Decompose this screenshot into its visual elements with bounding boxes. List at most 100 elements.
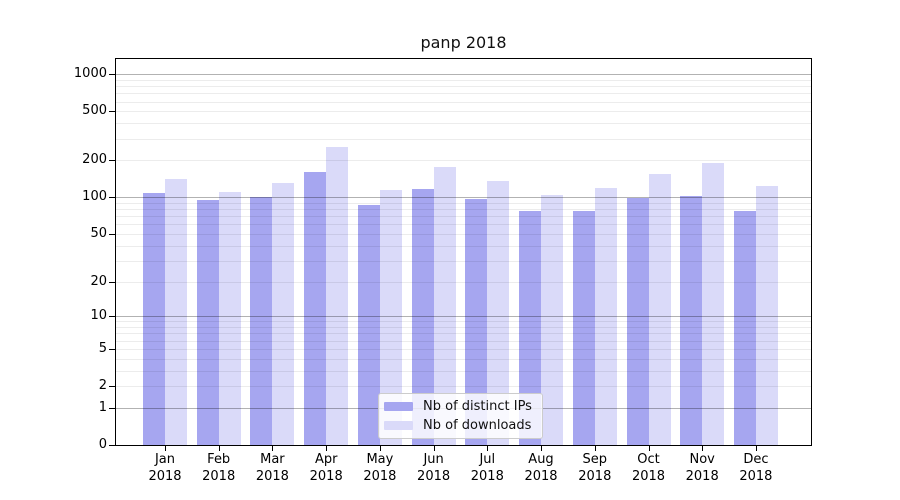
gridline-7 (116, 333, 811, 335)
x-tick-mark-may (379, 446, 381, 451)
legend-label-distinct-ips: Nb of distinct IPs (423, 398, 532, 414)
x-tick-label-nov: Nov 2018 (685, 452, 719, 484)
gridline-100 (116, 197, 811, 199)
bar-sep-downloads (594, 188, 617, 445)
x-tick-label-jun: Jun 2018 (417, 452, 451, 484)
x-tick-label-apr: Apr 2018 (309, 452, 343, 484)
gridline-80 (116, 209, 811, 211)
y-tick-mark-200 (109, 160, 115, 162)
bar-apr-distinct-ips (304, 172, 327, 445)
gridline-1000 (116, 74, 811, 76)
bar-aug-distinct-ips (519, 210, 541, 445)
plot-area: Nb of distinct IPs Nb of downloads (115, 58, 812, 446)
legend-item-distinct-ips: Nb of distinct IPs (384, 398, 534, 415)
bar-may-downloads (379, 190, 402, 445)
bar-jan-downloads (165, 179, 187, 445)
x-tick-label-aug: Aug 2018 (524, 452, 558, 484)
bar-jul-downloads (487, 180, 510, 445)
gridline-600 (116, 101, 811, 103)
x-tick-mark-apr (326, 446, 328, 451)
bar-may-distinct-ips (357, 204, 380, 445)
x-tick-label-mar: Mar 2018 (255, 452, 289, 484)
legend-label-downloads: Nb of downloads (423, 418, 532, 434)
x-tick-mark-dec (755, 446, 757, 451)
bar-mar-distinct-ips (250, 196, 273, 445)
x-tick-label-feb: Feb 2018 (202, 452, 236, 484)
y-tick-label-1: 1 (98, 399, 107, 415)
x-tick-mark-jan (165, 446, 166, 451)
x-tick-mark-oct (648, 446, 650, 451)
legend-swatch-downloads (384, 421, 413, 431)
gridline-800 (116, 86, 811, 88)
chart-title: panp 2018 (420, 33, 507, 52)
bar-nov-distinct-ips (680, 196, 703, 445)
x-tick-mark-jul (487, 446, 489, 451)
x-tick-label-jan: Jan 2018 (148, 452, 182, 484)
gridline-4 (116, 358, 811, 360)
gridline-9 (116, 321, 811, 323)
gridline-20 (116, 281, 811, 283)
y-tick-label-200: 200 (82, 152, 107, 168)
y-tick-label-20: 20 (90, 273, 107, 289)
gridline-60 (116, 224, 811, 226)
y-tick-mark-500 (109, 111, 115, 113)
y-tick-mark-10 (109, 316, 115, 318)
bar-dec-distinct-ips (733, 210, 756, 445)
bar-apr-downloads (326, 147, 349, 445)
x-tick-mark-mar (272, 446, 274, 451)
y-tick-mark-50 (109, 233, 115, 235)
legend: Nb of distinct IPs Nb of downloads (378, 393, 543, 439)
gridline-2 (116, 386, 811, 387)
gridline-900 (116, 79, 811, 81)
y-tick-mark-1000 (109, 74, 115, 76)
y-tick-mark-100 (109, 197, 115, 199)
legend-item-downloads: Nb of downloads (384, 418, 534, 435)
bar-oct-downloads (648, 173, 671, 445)
y-tick-label-500: 500 (82, 103, 107, 119)
gridline-10 (116, 316, 811, 318)
gridline-70 (116, 216, 811, 218)
legend-swatch-distinct-ips (384, 401, 413, 411)
y-tick-label-5: 5 (98, 340, 107, 356)
gridline-3 (116, 370, 811, 372)
bar-jun-distinct-ips (411, 189, 434, 445)
x-tick-mark-sep (594, 446, 596, 451)
y-tick-mark-5 (109, 348, 115, 350)
gridline-300 (116, 138, 811, 140)
y-tick-mark-20 (109, 281, 115, 283)
gridline-5 (116, 348, 811, 350)
y-tick-mark-1 (109, 407, 115, 409)
bar-mar-downloads (272, 183, 295, 445)
x-tick-mark-jun (433, 446, 435, 451)
x-tick-mark-nov (702, 446, 704, 451)
y-tick-label-2: 2 (98, 378, 107, 393)
bar-nov-downloads (702, 163, 725, 445)
gridline-500 (116, 111, 811, 113)
bar-oct-distinct-ips (626, 198, 649, 445)
bar-sep-distinct-ips (572, 211, 595, 445)
gridline-8 (116, 327, 811, 329)
bar-feb-distinct-ips (196, 200, 219, 445)
bar-aug-downloads (541, 195, 563, 445)
gridline-50 (116, 233, 811, 235)
gridline-40 (116, 245, 811, 247)
x-tick-label-sep: Sep 2018 (578, 452, 612, 484)
gridline-6 (116, 340, 811, 342)
x-tick-label-jul: Jul 2018 (470, 452, 504, 484)
y-tick-label-1000: 1000 (73, 66, 107, 82)
bar-dec-downloads (755, 185, 778, 445)
y-tick-mark-0 (109, 445, 115, 446)
bar-jan-distinct-ips (143, 192, 165, 445)
gridline-400 (116, 123, 811, 125)
y-tick-label-10: 10 (90, 308, 107, 324)
y-tick-mark-2 (109, 386, 115, 387)
bar-feb-downloads (218, 192, 241, 445)
x-tick-label-oct: Oct 2018 (631, 452, 666, 484)
x-tick-mark-aug (541, 446, 542, 451)
bar-jun-downloads (433, 166, 456, 445)
gridline-200 (116, 160, 811, 162)
gridline-90 (116, 202, 811, 204)
y-tick-label-0: 0 (98, 437, 107, 452)
x-tick-label-dec: Dec 2018 (739, 452, 773, 484)
bar-jul-distinct-ips (465, 198, 488, 445)
